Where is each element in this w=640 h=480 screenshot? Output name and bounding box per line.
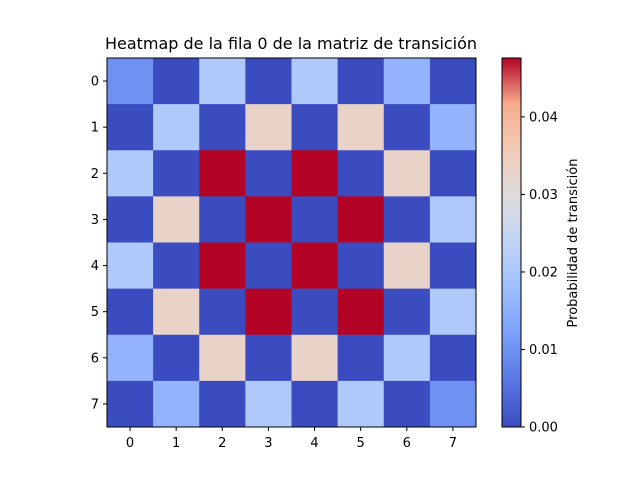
heatmap-cell (199, 58, 246, 105)
y-tick-label: 7 (91, 397, 99, 412)
colorbar (501, 57, 522, 428)
heatmap-cell (153, 242, 200, 290)
plot-frame (106, 57, 477, 428)
heatmap-cell (291, 104, 339, 151)
heatmap-cell (245, 58, 292, 105)
heatmap-cell (383, 242, 431, 290)
heatmap-cell (107, 196, 154, 243)
x-tick-label: 0 (126, 436, 134, 451)
x-tick-label: 4 (310, 436, 318, 451)
heatmap-cell (245, 196, 292, 243)
heatmap-cell (291, 196, 339, 243)
heatmap-cell (245, 334, 292, 382)
heatmap-cell (337, 104, 385, 151)
heatmap-cell (107, 334, 154, 382)
colorbar-tick-label: 0.04 (529, 110, 558, 125)
heatmap-cell (291, 242, 339, 290)
x-tick-label: 7 (449, 436, 457, 451)
heatmap-cell (153, 380, 200, 428)
heatmap-cell (199, 242, 246, 290)
heatmap-cell (337, 334, 385, 382)
heatmap-cell (199, 288, 246, 336)
heatmap-cell (429, 104, 477, 151)
heatmap-cell (337, 380, 385, 428)
heatmap-cell (337, 196, 385, 243)
heatmap-cell (383, 380, 431, 428)
heatmap-cell (199, 104, 246, 151)
x-tick-label: 3 (264, 436, 272, 451)
heatmap-cell (107, 380, 154, 428)
heatmap-cell (429, 334, 477, 382)
heatmap-cell (291, 380, 339, 428)
x-tick-label: 2 (218, 436, 226, 451)
heatmap-cell (245, 104, 292, 151)
heatmap-cell (291, 288, 339, 336)
heatmap-cell (337, 288, 385, 336)
heatmap-cell (107, 150, 154, 197)
heatmap-cell (291, 334, 339, 382)
heatmap-cell (199, 150, 246, 197)
heatmap-cell (245, 288, 292, 336)
heatmap-cell (199, 334, 246, 382)
y-tick-label: 2 (91, 167, 99, 182)
heatmap-cell (107, 104, 154, 151)
y-tick-label: 5 (91, 305, 99, 320)
colorbar-tick-label: 0.03 (529, 188, 558, 203)
heatmap-cell (337, 58, 385, 105)
heatmap-cells (107, 58, 477, 428)
x-tick-label: 5 (357, 436, 365, 451)
heatmap-cell (383, 196, 431, 243)
heatmap-cell (383, 104, 431, 151)
colorbar-tick-label: 0.01 (529, 343, 558, 358)
colorbar-label: Probabilidad de transición (566, 159, 581, 328)
heatmap-cell (153, 334, 200, 382)
x-axis-ticks: 0 1 2 3 4 5 6 7 (126, 427, 457, 451)
heatmap-cell (337, 242, 385, 290)
colorbar-tick-label: 0.00 (529, 421, 558, 436)
heatmap-cell (383, 150, 431, 197)
heatmap-cell (245, 380, 292, 428)
heatmap-cell (429, 150, 477, 197)
y-tick-label: 4 (91, 259, 99, 274)
y-axis-ticks: 0 1 2 3 4 5 6 7 (91, 75, 107, 412)
heatmap-cell (107, 288, 154, 336)
heatmap-cell (153, 288, 200, 336)
x-tick-label: 1 (172, 436, 180, 451)
heatmap-cell (291, 150, 339, 197)
y-tick-label: 6 (91, 351, 99, 366)
chart-title: Heatmap de la fila 0 de la matriz de tra… (105, 34, 477, 53)
y-tick-label: 3 (91, 213, 99, 228)
x-tick-label: 6 (403, 436, 411, 451)
heatmap-cell (153, 150, 200, 197)
heatmap-cell (383, 334, 431, 382)
heatmap-cell (245, 242, 292, 290)
heatmap-cell (153, 58, 200, 105)
heatmap-cell (291, 58, 339, 105)
heatmap-cell (429, 288, 477, 336)
heatmap-cell (153, 104, 200, 151)
y-tick-label: 0 (91, 75, 99, 90)
y-tick-label: 1 (91, 121, 99, 136)
heatmap-cell (199, 196, 246, 243)
heatmap-cell (383, 288, 431, 336)
heatmap-cell (429, 242, 477, 290)
heatmap-cell (429, 380, 477, 428)
colorbar-ticks: 0.00 0.01 0.02 0.03 0.04 (521, 110, 558, 436)
heatmap-cell (245, 150, 292, 197)
heatmap-cell (383, 58, 431, 105)
colorbar-tick-label: 0.02 (529, 265, 558, 280)
heatmap-cell (429, 196, 477, 243)
heatmap-cell (337, 150, 385, 197)
heatmap-cell (107, 58, 154, 105)
heatmap-cell (199, 380, 246, 428)
heatmap-cell (153, 196, 200, 243)
heatmap-cell (429, 58, 477, 105)
heatmap-cell (107, 242, 154, 290)
